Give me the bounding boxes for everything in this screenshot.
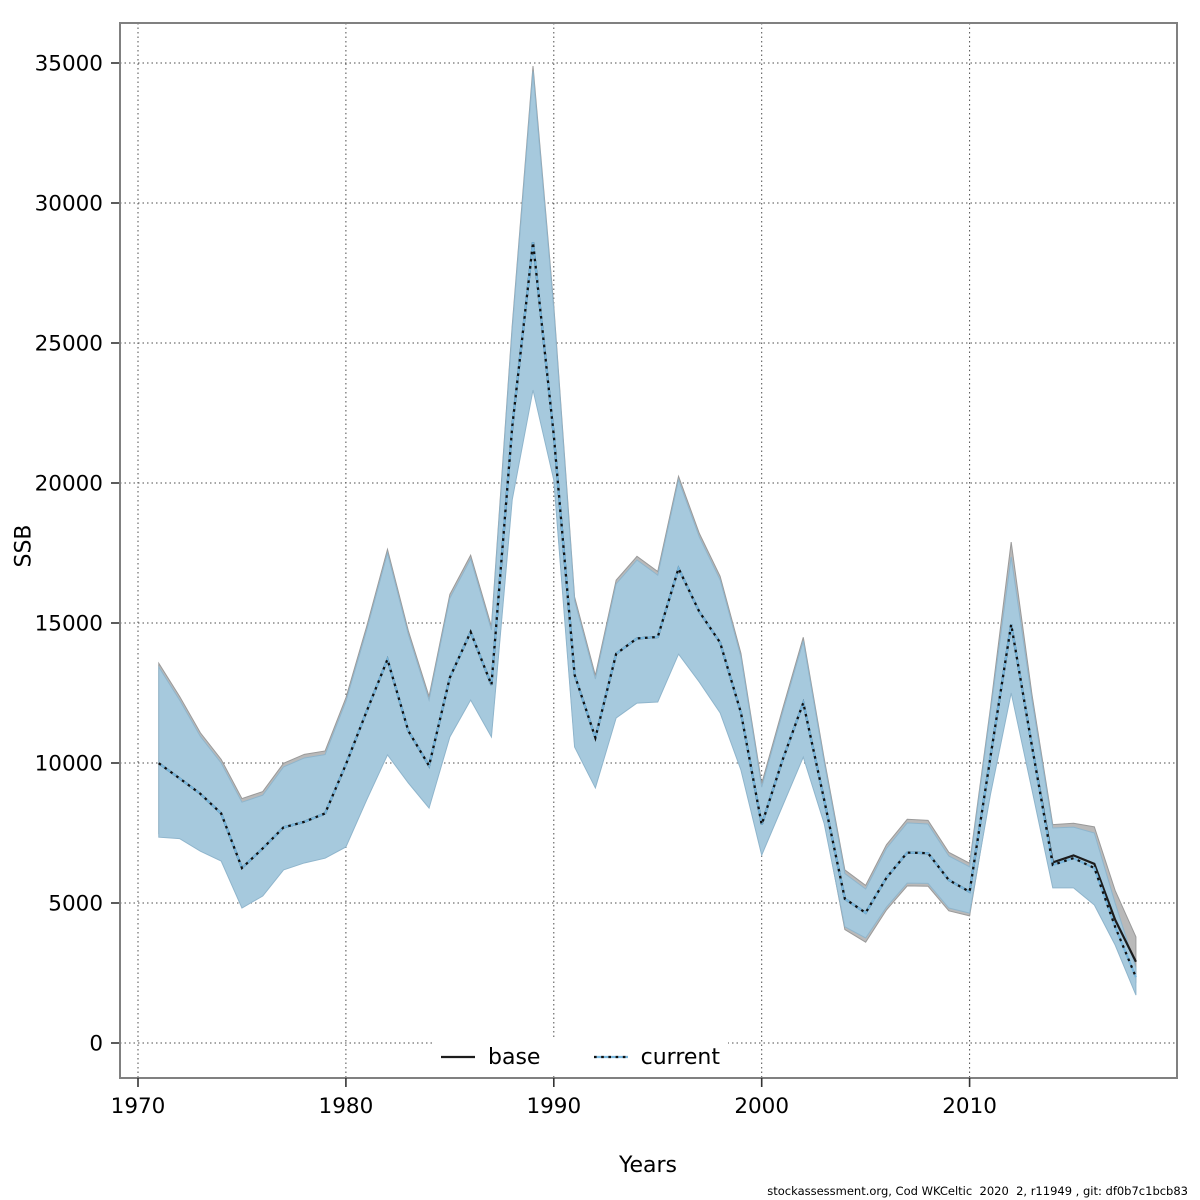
y-tick-label: 30000	[35, 192, 103, 217]
plot-frame	[119, 22, 1178, 1079]
y-tick-label: 35000	[35, 52, 103, 77]
y-tick-label: 10000	[35, 752, 103, 777]
legend-current-label: current	[640, 1044, 720, 1070]
current-line-sample-icon	[593, 1055, 628, 1059]
x-tick-label: 1990	[526, 1094, 581, 1119]
legend-base-label: base	[488, 1044, 541, 1070]
base-line-sample-icon	[441, 1055, 475, 1059]
x-tick-label: 2010	[942, 1094, 997, 1119]
x-tick-label: 1980	[319, 1094, 374, 1119]
source-caption: stockassessment.org, Cod WKCeltic 2020 2…	[767, 1184, 1188, 1198]
chart-legend: base current	[432, 1039, 728, 1075]
current-line-dotted	[158, 242, 1137, 978]
x-axis-title: Years	[618, 1153, 678, 1178]
x-tick-label: 2000	[734, 1094, 789, 1119]
y-axis-title: SSB	[11, 524, 37, 568]
x-tick-label: 1970	[111, 1094, 166, 1119]
y-tick-label: 15000	[35, 612, 103, 637]
legend-entry-current: current	[593, 1045, 720, 1070]
y-tick-label: 0	[89, 1032, 103, 1057]
current-confidence-band	[158, 71, 1137, 996]
y-tick-label: 5000	[48, 892, 103, 917]
legend-entry-base: base	[440, 1045, 540, 1070]
y-tick-label: 25000	[35, 332, 103, 357]
y-tick-label: 20000	[35, 472, 103, 497]
